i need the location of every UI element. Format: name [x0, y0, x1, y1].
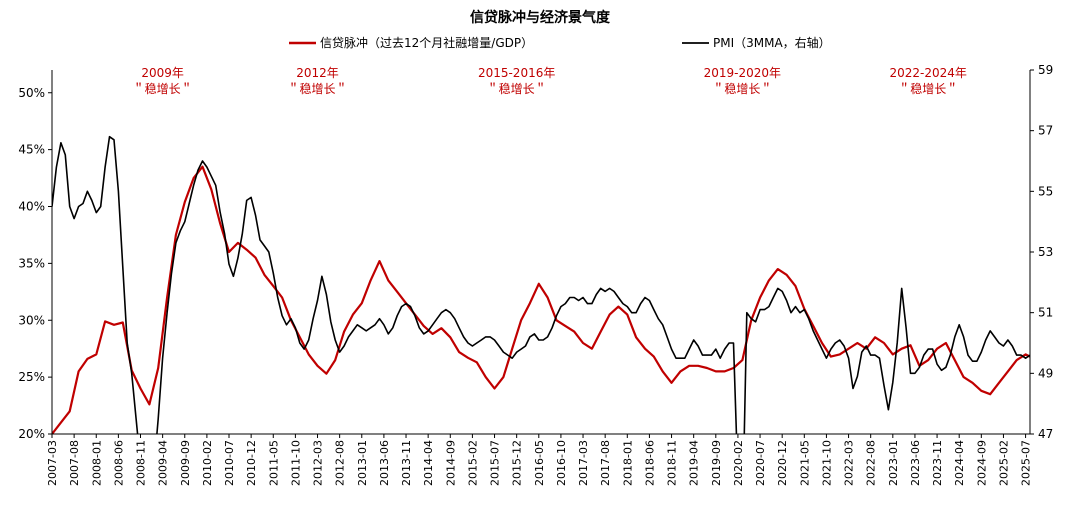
x-tick-label: 2022-03 [843, 440, 856, 486]
left-tick-label: 45% [18, 143, 45, 157]
x-tick-label: 2012-08 [334, 440, 347, 486]
right-tick-label: 55 [1038, 184, 1053, 198]
x-tick-label: 2021-05 [798, 440, 811, 486]
x-tick-label: 2015-07 [489, 440, 502, 486]
right-tick-label: 51 [1038, 306, 1053, 320]
plot-area: 20% 25% 30% 35% 40% 45% 50% 47 49 51 53 55 57 59 2007-… [18, 63, 1053, 486]
x-tick-label: 2019-04 [688, 440, 701, 486]
x-tick-label: 2016-05 [533, 440, 546, 486]
left-tick-label: 20% [18, 427, 45, 441]
x-tick-label: 2014-04 [422, 440, 435, 486]
legend-label-pmi: PMI（3MMA，右轴） [713, 35, 831, 50]
x-tick-label: 2022-08 [865, 440, 878, 486]
x-tick-label: 2013-01 [356, 440, 369, 486]
series-line-credit-impulse [52, 165, 1030, 434]
annotation-label: ＂稳增长＂ [487, 81, 547, 96]
x-tick-label: 2011-05 [267, 440, 280, 486]
x-tick-label: 2010-02 [201, 440, 214, 486]
left-tick-label: 35% [18, 256, 45, 270]
annotation-label: ＂稳增长＂ [133, 81, 193, 96]
x-tick-label: 2007-03 [46, 440, 59, 486]
left-tick-label: 30% [18, 313, 45, 327]
annotation-year: 2015-2016年 [478, 66, 555, 80]
right-tick-label: 57 [1038, 124, 1053, 138]
x-tick-label: 2008-11 [135, 440, 148, 486]
x-tick-label: 2009-04 [157, 440, 170, 486]
annotation-year: 2019-2020年 [704, 66, 781, 80]
x-tick-label: 2017-03 [577, 440, 590, 486]
annotation-label: ＂稳增长＂ [712, 81, 772, 96]
annotation-label: ＂稳增长＂ [898, 81, 958, 96]
right-tick-label: 47 [1038, 427, 1053, 441]
x-tick-label: 2013-06 [378, 440, 391, 486]
x-tick-label: 2023-01 [887, 440, 900, 486]
chart-title: 信贷脉冲与经济景气度 [470, 9, 611, 26]
x-tick-label: 2007-08 [68, 440, 81, 486]
x-tick-label: 2015-12 [511, 440, 524, 486]
annotation-label: ＂稳增长＂ [288, 81, 348, 96]
x-tick-label: 2015-02 [466, 440, 479, 486]
x-tick-label: 2008-01 [90, 440, 103, 486]
x-tick-label: 2025-02 [997, 440, 1010, 486]
x-tick-label: 2024-09 [975, 440, 988, 486]
x-tick-label: 2019-09 [710, 440, 723, 486]
x-tick-label: 2023-11 [931, 440, 944, 486]
x-tick-label: 2016-10 [555, 440, 568, 486]
series-line-pmi [52, 135, 1030, 434]
annotation-year: 2022-2024年 [890, 66, 967, 80]
x-tick-label: 2010-12 [245, 440, 258, 486]
x-tick-label: 2024-04 [953, 440, 966, 486]
x-tick-label: 2010-07 [223, 440, 236, 486]
x-tick-label: 2018-06 [643, 440, 656, 486]
x-tick-label: 2025-07 [1020, 440, 1033, 486]
left-tick-label: 25% [18, 370, 45, 384]
x-tick-label: 2021-10 [820, 440, 833, 486]
x-tick-label: 2012-03 [312, 440, 325, 486]
left-tick-label: 50% [18, 86, 45, 100]
x-tick-label: 2009-09 [179, 440, 192, 486]
right-tick-label: 49 [1038, 366, 1053, 380]
annotation-year: 2009年 [141, 66, 184, 80]
annotations: 2009年＂稳增长＂2012年＂稳增长＂2015-2016年＂稳增长＂2019-… [133, 66, 967, 96]
x-tick-label: 2020-12 [776, 440, 789, 486]
legend: 信贷脉冲（过去12个月社融增量/GDP） PMI（3MMA，右轴） [289, 35, 831, 50]
x-tick-label: 2018-11 [666, 440, 679, 486]
x-tick-label: 2013-11 [400, 440, 413, 486]
x-tick-label: 2014-09 [444, 440, 457, 486]
x-tick-label: 2023-06 [909, 440, 922, 486]
x-tick-label: 2018-01 [621, 440, 634, 486]
x-tick-label: 2020-02 [732, 440, 745, 486]
annotation-year: 2012年 [296, 66, 339, 80]
x-tick-label: 2011-10 [289, 440, 302, 486]
x-tick-label: 2008-06 [112, 440, 125, 486]
right-tick-label: 59 [1038, 63, 1053, 77]
right-tick-label: 53 [1038, 245, 1053, 259]
legend-label-credit: 信贷脉冲（过去12个月社融增量/GDP） [320, 35, 533, 50]
left-tick-label: 40% [18, 200, 45, 214]
x-tick-label: 2017-08 [599, 440, 612, 486]
x-tick-label: 2020-07 [754, 440, 767, 486]
